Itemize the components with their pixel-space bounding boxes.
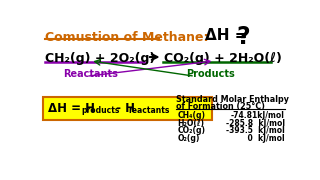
- Text: Reactants: Reactants: [63, 69, 118, 79]
- Text: ?: ?: [237, 25, 251, 50]
- FancyBboxPatch shape: [43, 97, 212, 120]
- Text: H₂O(ℓ): H₂O(ℓ): [177, 119, 204, 128]
- Text: CO₂(g) + 2H₂O(ℓ): CO₂(g) + 2H₂O(ℓ): [164, 52, 282, 65]
- Text: CH₂(g) + 2O₂(g): CH₂(g) + 2O₂(g): [45, 52, 156, 65]
- Text: CH₄(g): CH₄(g): [177, 111, 205, 120]
- Text: products: products: [82, 105, 120, 114]
- Text: Comustion of Methane:: Comustion of Methane:: [45, 31, 209, 44]
- Text: -393.5  kJ/mol: -393.5 kJ/mol: [226, 126, 285, 135]
- Text: Products: Products: [186, 69, 235, 79]
- Text: ΔH = H: ΔH = H: [48, 102, 95, 115]
- Text: 0  kJ/mol: 0 kJ/mol: [237, 134, 285, 143]
- Text: of Formation (25°C): of Formation (25°C): [176, 102, 265, 111]
- Text: - H: - H: [112, 102, 135, 115]
- Text: O₂(g): O₂(g): [177, 134, 200, 143]
- Text: -285.8  kJ/mol: -285.8 kJ/mol: [226, 119, 285, 128]
- Text: -74.81kJ/mol: -74.81kJ/mol: [231, 111, 285, 120]
- Text: ΔH =: ΔH =: [205, 28, 253, 43]
- Text: CO₂(g): CO₂(g): [177, 126, 205, 135]
- Text: reactants: reactants: [128, 105, 170, 114]
- Text: Standard Molar Enthalpy: Standard Molar Enthalpy: [176, 95, 289, 104]
